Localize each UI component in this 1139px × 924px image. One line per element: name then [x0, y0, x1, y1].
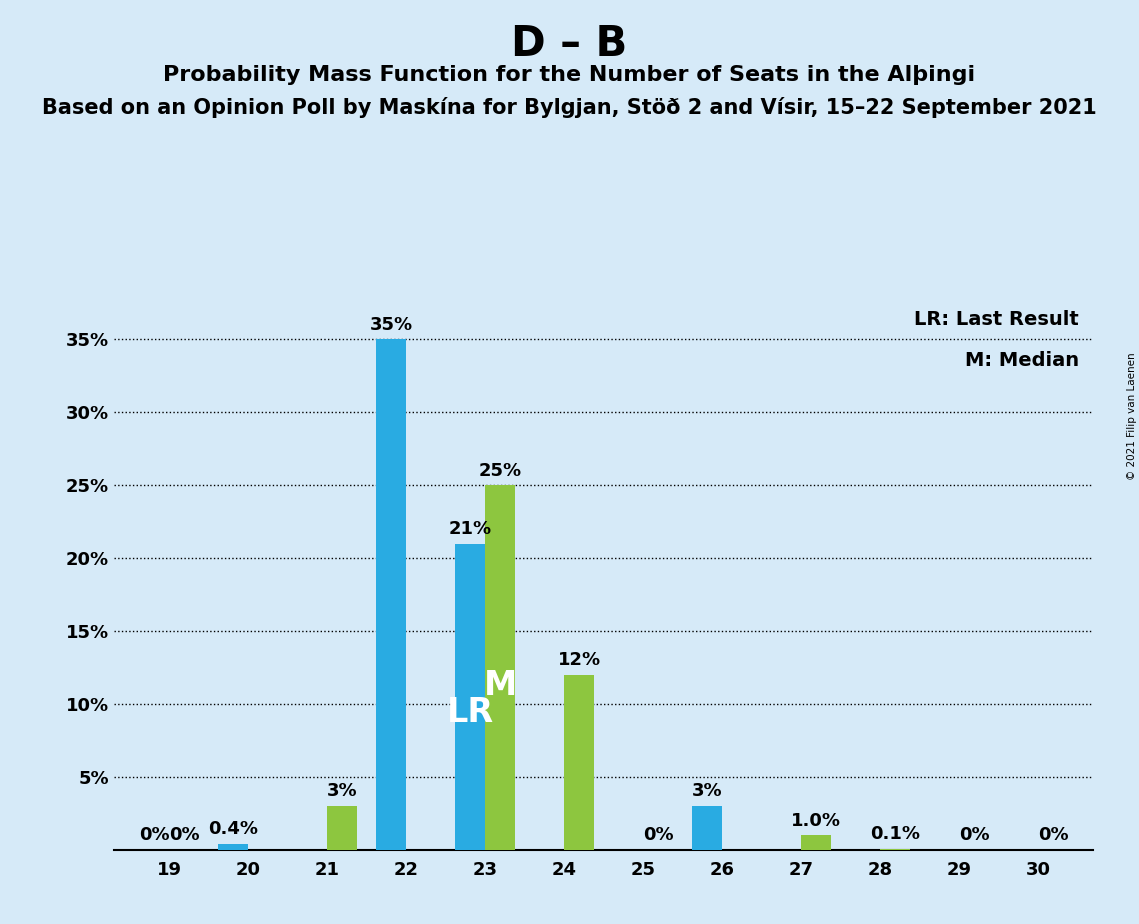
Text: LR: LR	[446, 696, 493, 729]
Text: 1.0%: 1.0%	[792, 811, 842, 830]
Bar	[376, 339, 407, 850]
Text: Based on an Opinion Poll by Maskína for Bylgjan, Stöð 2 and Vísir, 15–22 Septemb: Based on an Opinion Poll by Maskína for …	[42, 97, 1097, 118]
Text: 3%: 3%	[327, 783, 358, 800]
Bar	[327, 807, 358, 850]
Bar	[219, 845, 248, 850]
Bar	[801, 835, 831, 850]
Bar	[880, 848, 910, 850]
Text: 25%: 25%	[478, 461, 522, 480]
Bar	[485, 485, 515, 850]
Text: 0%: 0%	[169, 826, 199, 845]
Text: M: Median: M: Median	[965, 351, 1079, 371]
Text: 21%: 21%	[449, 520, 492, 538]
Text: © 2021 Filip van Laenen: © 2021 Filip van Laenen	[1126, 352, 1137, 480]
Bar	[456, 543, 485, 850]
Text: D – B: D – B	[511, 23, 628, 65]
Bar	[564, 675, 595, 850]
Text: 0%: 0%	[642, 826, 673, 845]
Bar	[693, 807, 722, 850]
Text: 0%: 0%	[139, 826, 170, 845]
Text: 0.1%: 0.1%	[870, 825, 920, 843]
Text: 0%: 0%	[959, 826, 990, 845]
Text: 12%: 12%	[558, 651, 600, 669]
Text: LR: Last Result: LR: Last Result	[913, 310, 1079, 329]
Text: 3%: 3%	[691, 783, 722, 800]
Text: 0%: 0%	[1038, 826, 1068, 845]
Text: Probability Mass Function for the Number of Seats in the Alþingi: Probability Mass Function for the Number…	[163, 65, 976, 85]
Text: 0.4%: 0.4%	[208, 821, 259, 838]
Text: 35%: 35%	[370, 316, 412, 334]
Text: M: M	[484, 670, 517, 702]
